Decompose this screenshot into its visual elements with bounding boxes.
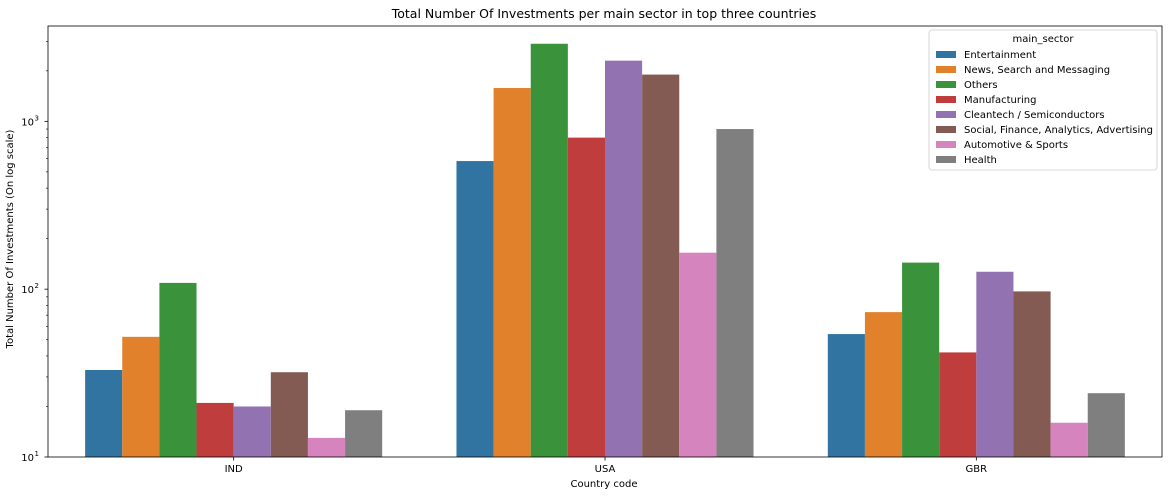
bar-ind-6 xyxy=(270,372,308,457)
x-axis-ticks: IND USA GBR xyxy=(225,457,988,475)
bar-gbr-7 xyxy=(1050,422,1088,457)
legend-entry: Automotive & Sports xyxy=(964,140,1068,151)
legend-entry: News, Search and Messaging xyxy=(964,65,1110,76)
bar-usa-3 xyxy=(530,43,568,457)
legend-swatch xyxy=(936,81,956,88)
bar-ind-1 xyxy=(85,369,123,457)
bar-usa-1 xyxy=(456,161,494,457)
legend-swatch xyxy=(936,51,956,58)
bars-group xyxy=(85,43,1125,458)
legend-swatch xyxy=(936,96,956,103)
x-tick-label: GBR xyxy=(966,464,988,475)
bar-gbr-6 xyxy=(1013,291,1051,457)
legend-swatch xyxy=(936,111,956,118)
legend-swatch xyxy=(936,66,956,73)
bar-usa-5 xyxy=(605,60,643,458)
y-tick-label-exponent: 3 xyxy=(35,114,39,122)
bar-ind-2 xyxy=(122,336,160,457)
bar-ind-4 xyxy=(196,402,234,457)
bar-usa-4 xyxy=(567,137,605,457)
bar-gbr-2 xyxy=(864,312,903,457)
bar-gbr-4 xyxy=(939,352,977,457)
y-tick-label: 10 xyxy=(21,117,34,128)
y-tick-label: 10 xyxy=(21,453,34,464)
legend-swatch xyxy=(936,141,956,148)
legend: main_sector Entertainment News, Search and… xyxy=(928,29,1158,171)
legend-entry: Social, Finance, Analytics, Advertising xyxy=(964,125,1153,136)
legend-swatch xyxy=(936,156,956,163)
legend-entry: Health xyxy=(964,155,997,166)
y-tick-label: 10 xyxy=(21,285,34,296)
bar-ind-8 xyxy=(345,410,383,457)
legend-box xyxy=(928,29,1158,171)
y-axis-label: Total Number Of Investments (On log scal… xyxy=(5,129,16,349)
bar-gbr-5 xyxy=(976,271,1014,457)
bar-ind-5 xyxy=(233,406,271,457)
bar-gbr-3 xyxy=(902,262,940,457)
bar-ind-3 xyxy=(159,282,197,457)
legend-entry: Cleantech / Semiconductors xyxy=(964,110,1105,121)
legend-swatch xyxy=(936,126,956,133)
bar-gbr-8 xyxy=(1087,393,1125,457)
x-axis-label: Country code xyxy=(570,479,637,490)
y-tick-label-exponent: 2 xyxy=(35,282,39,290)
x-tick-label: IND xyxy=(225,464,243,475)
y-tick-label-exponent: 1 xyxy=(35,450,39,458)
chart-title: Total Number Of Investments per main sec… xyxy=(391,6,816,21)
legend-entry: Entertainment xyxy=(964,50,1036,61)
legend-entry: Manufacturing xyxy=(964,95,1036,106)
bar-gbr-1 xyxy=(827,334,865,457)
bar-ind-7 xyxy=(307,437,346,457)
bar-usa-2 xyxy=(493,88,531,458)
legend-entry: Others xyxy=(964,80,998,91)
x-tick-label: USA xyxy=(595,464,616,475)
bar-usa-6 xyxy=(642,74,680,457)
legend-title: main_sector xyxy=(1013,34,1075,45)
bar-usa-7 xyxy=(679,252,717,457)
bar-usa-8 xyxy=(716,129,754,458)
